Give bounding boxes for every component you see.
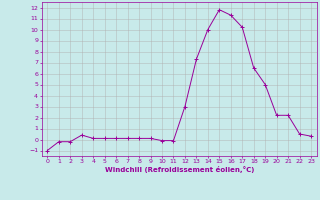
X-axis label: Windchill (Refroidissement éolien,°C): Windchill (Refroidissement éolien,°C) bbox=[105, 166, 254, 173]
